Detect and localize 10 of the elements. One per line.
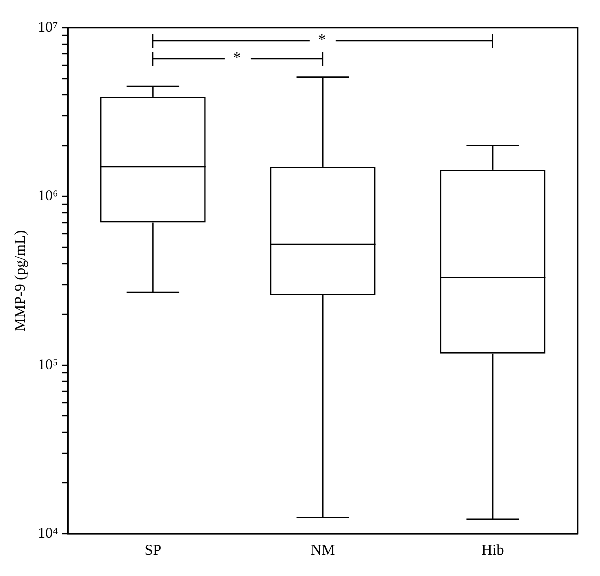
x-tick-label: Hib <box>482 542 504 559</box>
y-tick-label: 10⁶ <box>38 188 58 205</box>
y-tick-label: 10⁵ <box>38 357 58 374</box>
y-tick-label: 10⁴ <box>38 526 58 542</box>
y-axis-title: MMP-9 (pg/mL) <box>12 230 29 332</box>
annotation: * <box>318 32 326 49</box>
y-tick-label: 10⁷ <box>38 20 58 36</box>
x-tick-label: SP <box>144 542 162 559</box>
annotation: * <box>233 50 242 67</box>
x-tick-label: NM <box>311 542 336 559</box>
